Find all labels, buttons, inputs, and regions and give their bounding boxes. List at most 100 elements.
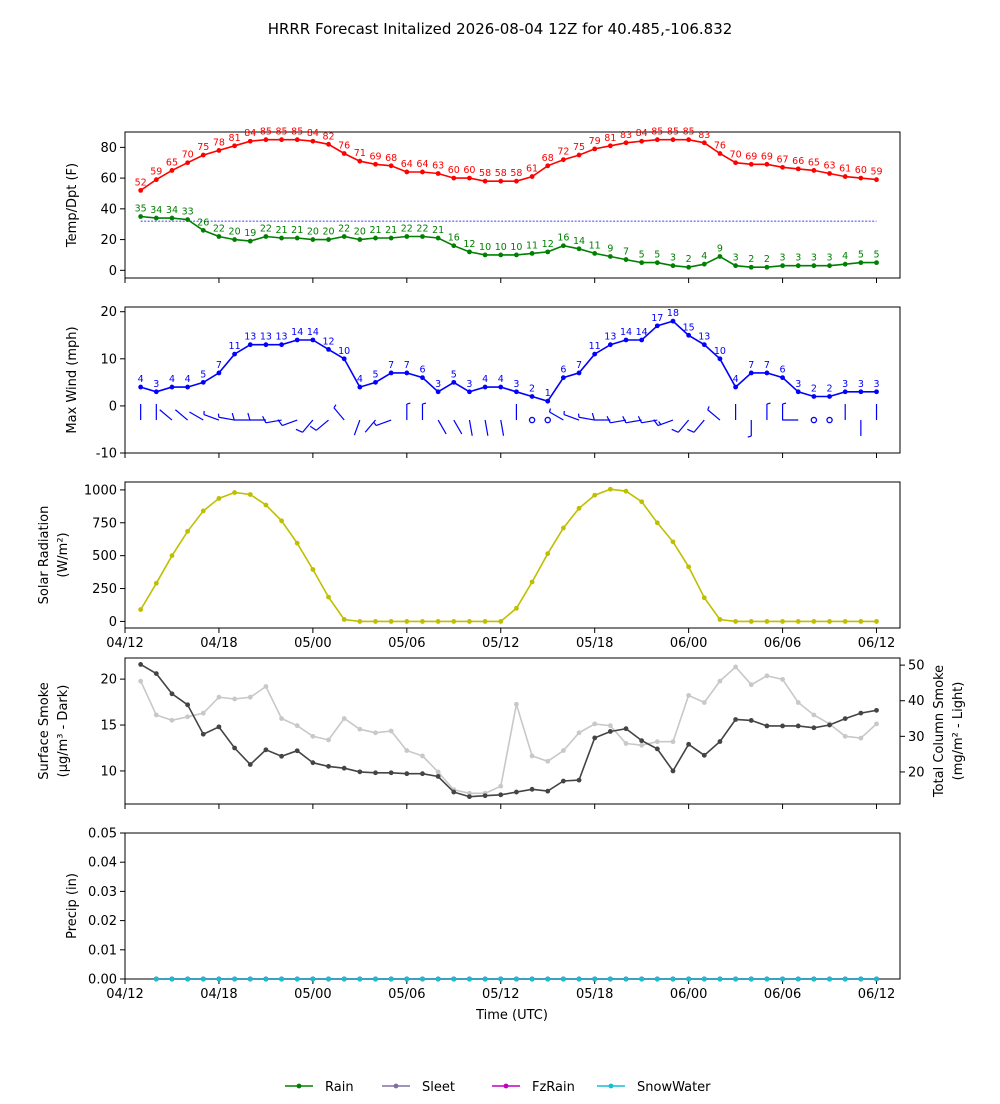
data-point (858, 711, 863, 716)
data-label: 52 (135, 177, 147, 188)
data-point (718, 151, 723, 156)
data-point (718, 356, 723, 361)
y-tick-label: 10 (100, 764, 117, 779)
data-point (811, 725, 816, 730)
barb-half-flag (334, 405, 336, 408)
wind-barb (485, 420, 488, 436)
data-point (201, 380, 206, 385)
data-label: 6 (419, 365, 425, 376)
data-label: 9 (607, 243, 613, 254)
data-point (718, 617, 723, 622)
data-label: 79 (589, 136, 601, 147)
wind-barb (783, 403, 787, 420)
data-point (483, 793, 488, 798)
data-point (310, 338, 315, 343)
barb-staff (564, 415, 579, 420)
data-point (577, 977, 582, 982)
wind-barb (374, 420, 391, 425)
data-point (702, 700, 707, 705)
data-label: 20 (229, 227, 241, 238)
data-point (295, 723, 300, 728)
x-tick-label: 05/00 (294, 636, 331, 651)
data-point (843, 174, 848, 179)
data-label: 85 (683, 127, 695, 138)
data-label: 5 (858, 250, 864, 261)
data-label: 10 (510, 242, 522, 253)
data-label: 81 (604, 133, 616, 144)
y-tick-label: 0.02 (88, 914, 117, 929)
data-point (467, 389, 472, 394)
data-point (624, 257, 629, 262)
data-point (686, 564, 691, 569)
data-point (796, 166, 801, 171)
data-label: 84 (244, 128, 256, 139)
x-tick-label: 06/06 (764, 987, 801, 1002)
data-point (780, 165, 785, 170)
data-label: 26 (197, 217, 209, 228)
barb-staff (579, 417, 595, 420)
barb-staff (204, 415, 219, 420)
data-label: 84 (307, 128, 319, 139)
data-label: 4 (185, 374, 191, 385)
data-label: 75 (573, 142, 585, 153)
data-point (342, 977, 347, 982)
data-point (733, 665, 738, 670)
barb-staff (316, 420, 328, 430)
data-point (858, 977, 863, 982)
data-point (232, 490, 237, 495)
data-label: 65 (808, 157, 820, 168)
data-point (295, 748, 300, 753)
data-label: 75 (197, 142, 209, 153)
data-label: 69 (761, 151, 773, 162)
data-label: 14 (291, 327, 303, 338)
x-tick-label: 06/00 (670, 636, 707, 651)
data-point (702, 262, 707, 267)
series-snowwater (154, 977, 879, 982)
data-point (483, 385, 488, 390)
data-label: 9 (717, 243, 723, 254)
y-tick-label: 1000 (84, 483, 117, 498)
data-label: 3 (513, 379, 519, 390)
data-point (592, 493, 597, 498)
data-point (279, 754, 284, 759)
data-point (624, 338, 629, 343)
data-label: 14 (636, 327, 648, 338)
y-tick-label: 40 (100, 202, 117, 217)
data-label: 85 (260, 127, 272, 138)
y-tick-label: 0 (109, 264, 117, 279)
barb-staff (189, 412, 203, 420)
wind-barb (454, 420, 462, 434)
data-point (232, 697, 237, 702)
barb-flag (672, 429, 679, 432)
data-point (310, 139, 315, 144)
data-point (170, 553, 175, 558)
data-point (671, 769, 676, 774)
y-axis-label: Surface Smoke (37, 682, 52, 780)
data-point (279, 236, 284, 241)
data-point (811, 713, 816, 718)
barb-staff (454, 420, 462, 434)
wind-barb (189, 412, 203, 420)
data-point (811, 168, 816, 173)
data-point (295, 338, 300, 343)
data-label: 10 (495, 242, 507, 253)
y-right-tick-label: 50 (908, 659, 925, 674)
data-point (342, 716, 347, 721)
x-tick-label: 06/06 (764, 636, 801, 651)
barb-staff (219, 417, 235, 420)
data-label: 10 (338, 346, 350, 357)
data-point (827, 977, 832, 982)
data-point (749, 371, 754, 376)
data-point (686, 265, 691, 270)
data-label: 3 (670, 253, 676, 264)
y-tick-label: 0.01 (88, 943, 117, 958)
data-point (373, 977, 378, 982)
data-label: 70 (182, 150, 194, 161)
data-point (577, 153, 582, 158)
data-point (232, 746, 237, 751)
data-point (514, 389, 519, 394)
data-point (357, 769, 362, 774)
